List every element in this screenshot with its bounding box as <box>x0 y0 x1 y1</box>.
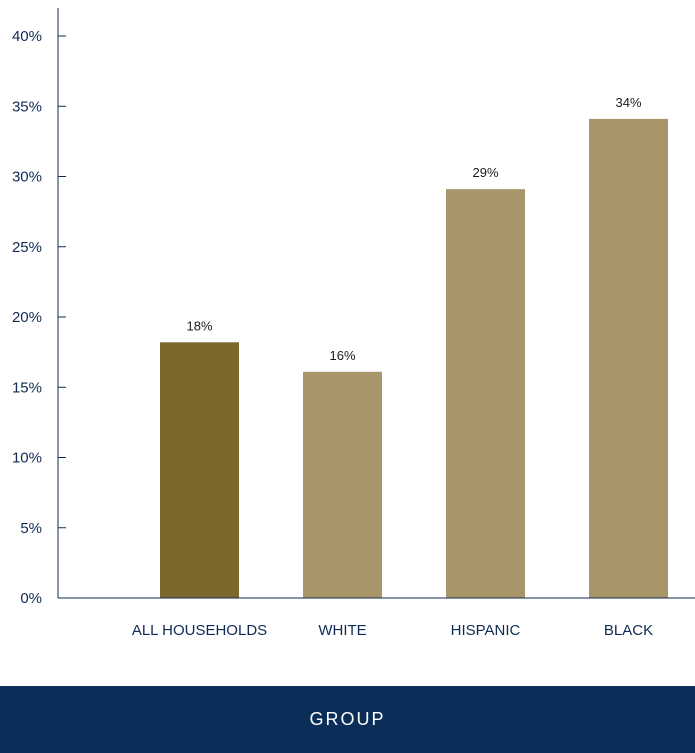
data-label: 29% <box>472 165 498 180</box>
bar-chart: 0% 5% 10% 15% 20% 25% 30% 35% 40% 18% 16% 29% 34% A… <box>12 8 695 639</box>
y-tick-label: 30% <box>12 169 42 186</box>
category-label: HISPANIC <box>451 622 521 639</box>
category-label: ALL HOUSEHOLDS <box>132 622 267 639</box>
x-axis: ALL HOUSEHOLDS WHITE HISPANIC BLACK <box>58 597 695 639</box>
y-tick-label: 40% <box>12 28 42 45</box>
data-label: 16% <box>329 348 355 363</box>
bar <box>303 371 382 598</box>
y-tick-label: 20% <box>12 309 42 326</box>
y-tick-label: 15% <box>12 379 42 396</box>
y-tick-label: 10% <box>12 450 42 467</box>
bar <box>446 189 525 598</box>
bars <box>160 118 668 599</box>
x-axis-title: GROUP <box>309 709 386 729</box>
bar <box>160 342 239 598</box>
y-tick-label: 5% <box>20 520 42 537</box>
x-axis-title-banner: GROUP <box>0 686 695 753</box>
data-label: 18% <box>186 318 212 333</box>
category-label: BLACK <box>604 622 653 639</box>
bar <box>589 118 668 599</box>
y-tick-label: 0% <box>20 590 42 607</box>
y-tick-label: 35% <box>12 98 42 115</box>
category-label: WHITE <box>318 622 366 639</box>
y-tick-label: 25% <box>12 239 42 256</box>
y-axis: 0% 5% 10% 15% 20% 25% 30% 35% 40% <box>12 8 66 607</box>
data-labels: 18% 16% 29% 34% <box>186 95 641 363</box>
data-label: 34% <box>615 95 641 110</box>
